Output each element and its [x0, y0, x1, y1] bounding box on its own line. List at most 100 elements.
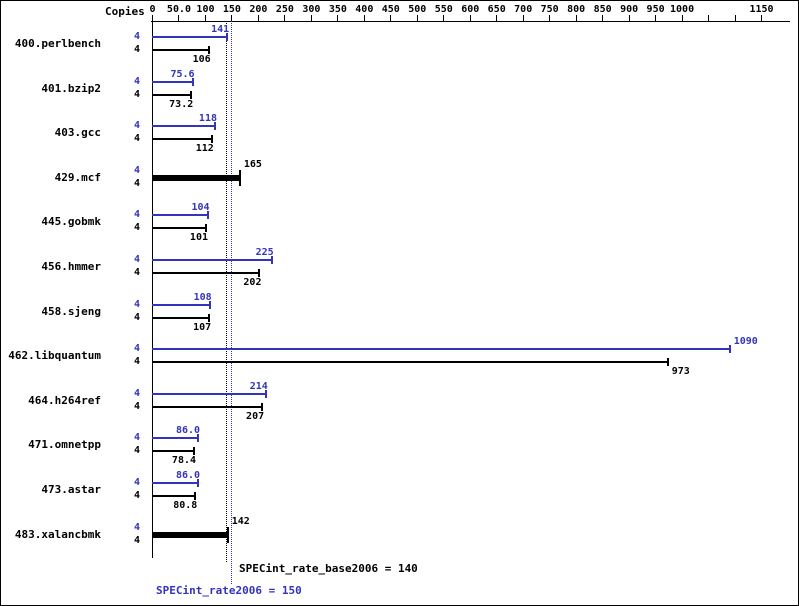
x-axis-tick — [655, 15, 657, 21]
copies-label-peak: 4 — [133, 432, 141, 444]
bar-peak — [152, 392, 266, 395]
bar-peak — [152, 125, 215, 128]
benchmark-label: 462.libquantum — [8, 349, 101, 363]
benchmark-label: 471.omnetpp — [28, 438, 101, 452]
bar-base-cap — [210, 135, 213, 144]
x-axis-tick — [681, 15, 683, 21]
bar-peak — [152, 482, 199, 484]
x-axis-tick — [602, 15, 604, 21]
x-axis-tick — [231, 15, 233, 21]
bar-peak-cap — [728, 345, 731, 354]
x-axis-tick — [522, 15, 524, 21]
copies-label-base: 4 — [133, 222, 141, 234]
x-axis-tick-label: 300 — [302, 4, 321, 15]
copies-label-peak: 4 — [133, 120, 141, 132]
bar-peak-value-label: 86.0 — [175, 425, 201, 437]
bar-base-value-label: 112 — [195, 143, 214, 155]
bar-peak-value-label: 118 — [198, 113, 217, 125]
bar-value-label: 165 — [243, 158, 262, 170]
x-axis-tick-label: 150 — [222, 4, 241, 15]
copies-label-peak: 4 — [133, 298, 141, 310]
bar-base — [152, 227, 206, 230]
benchmark-label: 473.astar — [41, 483, 101, 496]
copies-label-base: 4 — [133, 267, 141, 278]
x-axis-tick-label: 1150 — [749, 4, 774, 15]
copies-label-peak: 4 — [133, 387, 141, 399]
bar-combined — [152, 531, 228, 538]
x-axis-tick — [416, 15, 418, 21]
bar-base-value-label: 202 — [243, 277, 262, 288]
benchmark-label: 400.perlbench — [14, 37, 101, 50]
x-axis-tick — [310, 15, 312, 21]
copies-label-peak: 4 — [133, 164, 141, 176]
bar-base-value-label: 106 — [192, 54, 211, 65]
bar-base — [152, 361, 668, 364]
copies-label-peak: 4 — [133, 254, 141, 265]
copies-label-peak: 4 — [133, 477, 141, 488]
x-axis-tick-label: 350 — [328, 4, 347, 15]
copies-label-base: 4 — [133, 44, 141, 55]
bar-base-cap — [204, 224, 207, 233]
bar-base — [152, 138, 212, 141]
x-axis-tick-label: 50.0 — [166, 4, 192, 15]
copies-label-peak: 4 — [133, 343, 141, 355]
x-axis-tick-label: 600 — [461, 4, 480, 15]
benchmark-label: 445.gobmk — [41, 215, 101, 229]
x-axis-tick — [734, 15, 736, 21]
x-axis-tick-label: 100 — [196, 4, 215, 15]
copies-label-peak: 4 — [133, 521, 141, 533]
benchmark-label: 483.xalancbmk — [14, 527, 101, 541]
bar-combined — [152, 174, 240, 181]
copies-label-base: 4 — [133, 445, 141, 457]
bar-base — [152, 450, 195, 453]
bar-peak — [152, 303, 210, 306]
copies-label-base: 4 — [133, 177, 141, 189]
x-axis-tick-label: 850 — [593, 4, 612, 15]
bar-base-value-label: 78.4 — [171, 455, 197, 467]
x-axis-tick — [178, 15, 180, 21]
x-axis-tick — [390, 15, 392, 21]
bar-peak-cap — [208, 300, 211, 309]
bar-base — [152, 405, 263, 408]
benchmark-label: 458.sjeng — [41, 304, 101, 318]
bar-base-value-label: 973 — [671, 366, 690, 378]
x-axis-tick — [575, 15, 577, 21]
bar-base-cap — [208, 313, 211, 322]
x-axis-tick — [257, 15, 259, 21]
copies-axis-title: Copies — [105, 5, 145, 18]
copies-label-base: 4 — [133, 311, 141, 323]
bar-base-value-label: 73.2 — [169, 98, 194, 110]
bar-peak — [152, 214, 208, 217]
bar-base — [152, 495, 196, 497]
metric-line-peak — [231, 21, 233, 584]
x-axis-tick — [204, 15, 206, 21]
copies-label-base: 4 — [133, 356, 141, 368]
copies-label-peak: 4 — [133, 75, 141, 87]
x-axis-tick — [549, 15, 551, 21]
x-axis-tick — [152, 15, 153, 21]
x-axis-tick — [496, 15, 498, 21]
x-axis-tick — [443, 15, 445, 21]
x-axis-tick — [469, 15, 471, 21]
copies-label-peak: 4 — [133, 31, 141, 42]
bar-peak-value-label: 75.6 — [170, 68, 195, 80]
bar-peak-cap — [226, 33, 229, 41]
bar-base — [152, 316, 210, 319]
x-axis-tick-label: 250 — [275, 4, 294, 15]
bar-peak-value-label: 141 — [211, 24, 230, 35]
x-axis-tick — [284, 15, 286, 21]
copies-label-base: 4 — [133, 88, 141, 100]
x-axis-tick-label: 200 — [249, 4, 268, 15]
x-axis-tick-label: 750 — [540, 4, 559, 15]
bar-combined-cap — [238, 169, 241, 186]
bar-base — [152, 93, 192, 96]
bar-base-value-label: 80.8 — [173, 500, 198, 511]
bar-peak — [152, 437, 199, 440]
bar-peak — [152, 348, 730, 351]
bar-peak-cap — [270, 256, 273, 264]
bar-peak-value-label: 214 — [249, 380, 268, 392]
bar-peak-value-label: 225 — [255, 247, 274, 258]
benchmark-label: 401.bzip2 — [41, 81, 101, 95]
bar-base-value-label: 107 — [193, 321, 212, 333]
